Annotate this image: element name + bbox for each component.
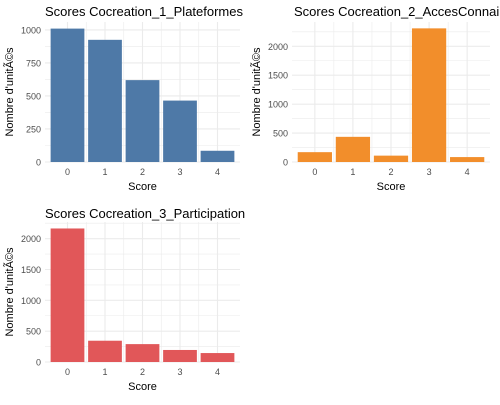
chart-title: Scores Cocreation_3_Participation <box>45 206 245 221</box>
x-tick-label: 4 <box>465 167 470 177</box>
y-tick-label: 500 <box>26 91 41 101</box>
chart-panel-2: 0 500 1000 1500 2000 0 1 2 3 4 Scores Cocreation_2… <box>250 4 499 193</box>
x-axis-label: Score <box>128 181 157 193</box>
bar-0 <box>50 28 85 162</box>
bar-2 <box>125 344 160 362</box>
bar-4 <box>200 353 235 362</box>
bar-0 <box>50 228 85 362</box>
x-tick-label: 4 <box>215 167 220 177</box>
x-tick-label: 1 <box>102 367 107 377</box>
y-tick-label: 1000 <box>268 100 288 110</box>
chart-panel-3: 0 500 1000 1500 2000 0 1 2 3 4 Scores Cocreation_3… <box>3 206 245 393</box>
y-tick-label: 750 <box>26 58 41 68</box>
y-tick-label: 2000 <box>268 42 288 52</box>
y-axis-label: Nombre d'unitÃ©s <box>3 47 16 137</box>
y-tick-label: 1000 <box>21 296 41 306</box>
bar-1 <box>88 340 122 362</box>
x-tick-label: 0 <box>312 167 317 177</box>
x-tick-label: 4 <box>215 367 220 377</box>
bar-2 <box>373 155 409 162</box>
x-axis-label: Score <box>128 381 157 393</box>
y-tick-label: 250 <box>26 124 41 134</box>
chart-title: Scores Cocreation_1_Plateformes <box>45 4 243 19</box>
x-tick-label: 3 <box>427 167 432 177</box>
bar-1 <box>335 136 371 162</box>
bar-4 <box>450 157 485 162</box>
x-tick-label: 0 <box>65 167 70 177</box>
bar-2 <box>125 80 160 162</box>
bar-3 <box>163 100 197 162</box>
y-tick-label: 1500 <box>21 265 41 275</box>
y-axis-label: Nombre d'unitÃ©s <box>3 247 16 337</box>
y-tick-label: 500 <box>273 129 288 139</box>
chart-panel-1: 0 250 500 750 1000 0 1 2 3 4 Scores Cocreation_1_P… <box>3 4 243 193</box>
y-tick-label: 500 <box>26 327 41 337</box>
x-tick-label: 2 <box>388 167 393 177</box>
bar-4 <box>200 150 235 162</box>
x-tick-label: 1 <box>350 167 355 177</box>
x-tick-label: 3 <box>177 367 182 377</box>
y-tick-label: 2000 <box>21 234 41 244</box>
chart-title: Scores Cocreation_2_AccesConnai <box>294 4 499 19</box>
bar-3 <box>163 349 197 362</box>
bar-1 <box>88 39 122 163</box>
x-tick-label: 0 <box>65 367 70 377</box>
y-tick-label: 0 <box>283 158 288 168</box>
bar-0 <box>297 152 332 162</box>
y-tick-label: 0 <box>36 358 41 368</box>
x-tick-label: 2 <box>140 167 145 177</box>
x-tick-label: 3 <box>177 167 182 177</box>
y-tick-label: 1500 <box>268 71 288 81</box>
x-tick-label: 2 <box>140 367 145 377</box>
bar-3 <box>411 28 447 163</box>
x-tick-label: 1 <box>102 167 107 177</box>
x-axis-label: Score <box>377 181 406 193</box>
y-axis-label: Nombre d'unitÃ©s <box>250 47 263 137</box>
y-tick-label: 1000 <box>21 25 41 35</box>
y-tick-label: 0 <box>36 158 41 168</box>
